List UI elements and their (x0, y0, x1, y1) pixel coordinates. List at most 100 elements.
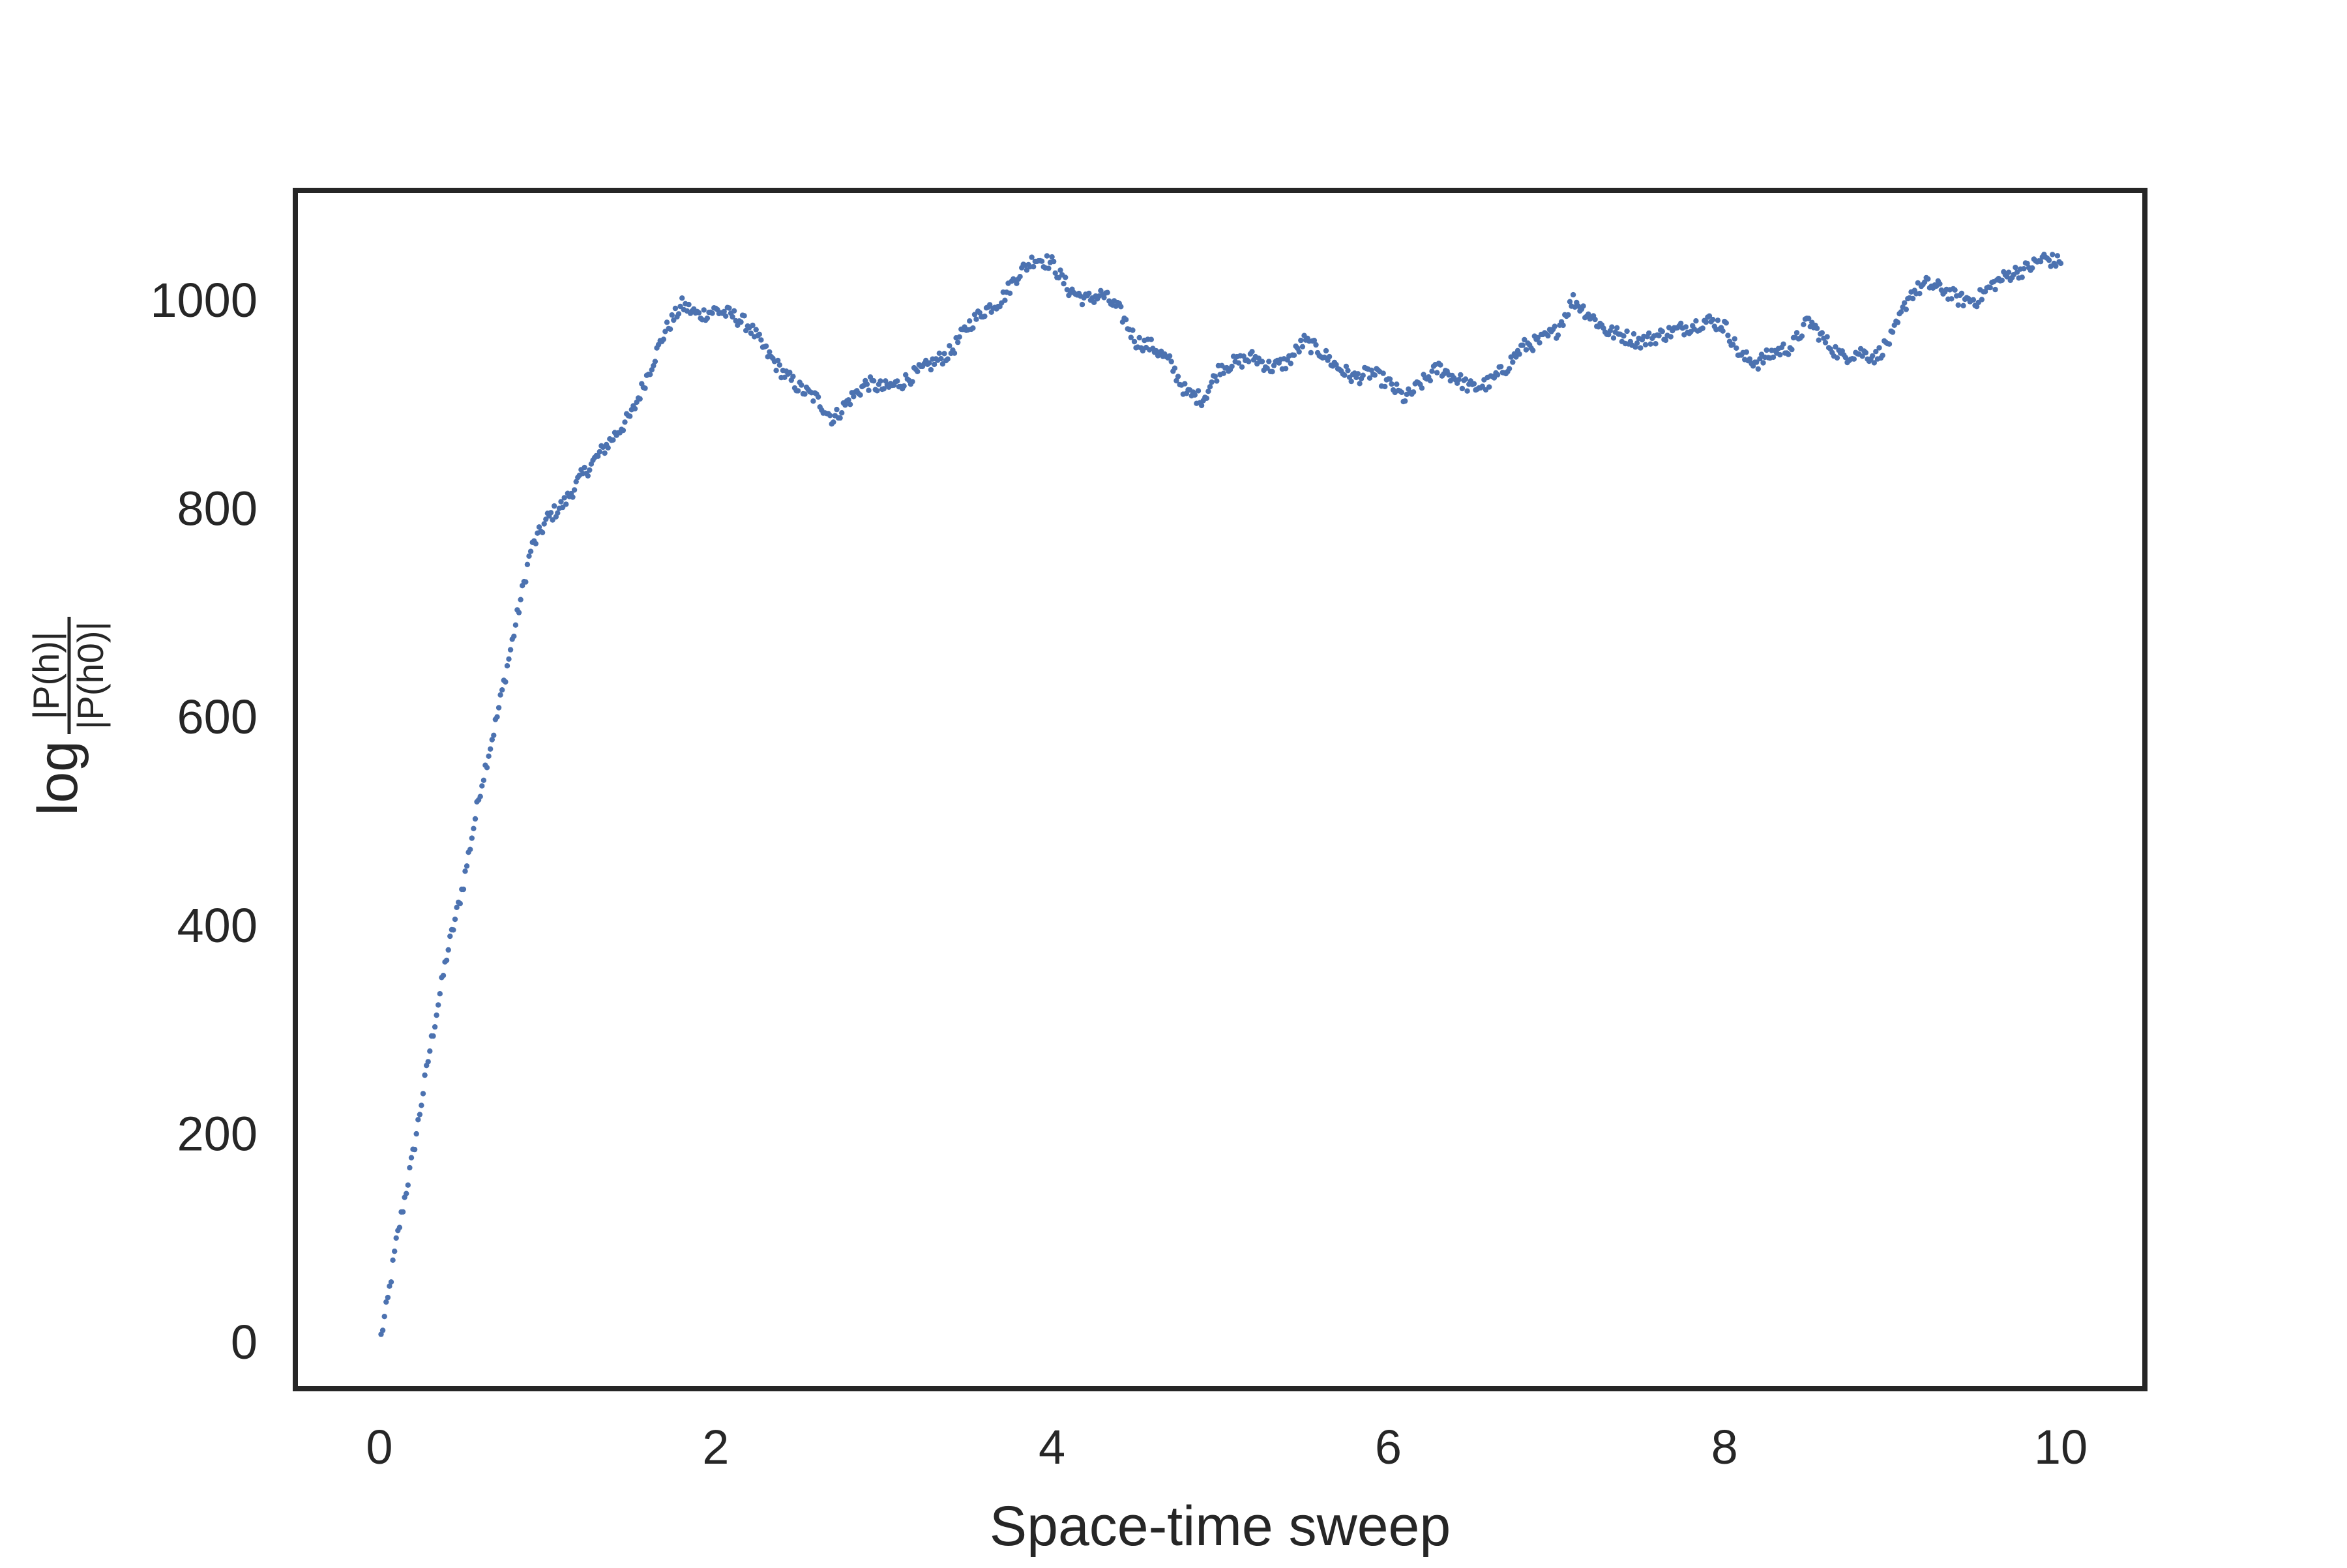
data-point (407, 1164, 413, 1171)
data-point (1760, 360, 1766, 366)
data-point (660, 336, 666, 342)
data-point (1182, 381, 1188, 387)
data-point (1479, 383, 1485, 389)
data-point (390, 1257, 396, 1264)
data-point (563, 501, 569, 507)
data-point (1057, 267, 1063, 273)
data-point (790, 374, 796, 379)
data-point (956, 334, 962, 340)
data-point (1246, 359, 1252, 364)
data-point (430, 1033, 436, 1039)
data-point (1683, 324, 1689, 330)
data-point (1410, 389, 1417, 395)
data-point (878, 378, 883, 384)
data-point (503, 679, 509, 685)
data-point (1992, 286, 1998, 293)
data-point (417, 1112, 423, 1117)
data-point (1592, 316, 1598, 323)
data-point (1128, 334, 1134, 340)
data-point (1952, 287, 1958, 293)
data-point (2021, 266, 2027, 272)
data-point (1646, 330, 1652, 336)
data-point (1987, 284, 1993, 291)
data-point (1880, 352, 1885, 359)
data-point (536, 524, 542, 530)
data-point (479, 783, 485, 789)
data-point (672, 305, 679, 312)
data-point (1851, 356, 1857, 362)
data-point (385, 1294, 391, 1301)
data-point (864, 381, 870, 387)
data-point (437, 991, 443, 997)
data-point (664, 319, 670, 325)
data-point (1153, 348, 1159, 354)
data-point (504, 663, 510, 669)
data-point (405, 1182, 411, 1188)
data-point (1357, 381, 1363, 387)
data-point (1522, 336, 1528, 343)
data-point (1220, 370, 1226, 376)
data-point (527, 548, 534, 554)
data-point (1819, 330, 1825, 336)
data-point (1049, 254, 1055, 260)
data-point (387, 1283, 392, 1289)
data-point (842, 402, 848, 408)
data-point (909, 379, 915, 385)
data-point (620, 427, 627, 434)
data-point (1419, 385, 1425, 391)
data-point (1323, 348, 1329, 354)
data-point (1910, 295, 1916, 302)
x-axis-ticks: 0 2 4 6 8 10 (366, 1420, 2088, 1474)
data-point (741, 313, 747, 319)
data-point (457, 900, 463, 907)
data-point (2024, 260, 2030, 267)
data-point (1659, 329, 1665, 334)
data-point (480, 777, 487, 784)
data-point (1770, 354, 1777, 361)
data-point (915, 368, 921, 374)
x-axis-label: Space-time sweep (990, 1495, 1451, 1558)
data-point (756, 331, 763, 337)
data-point (400, 1209, 406, 1215)
data-point (488, 746, 494, 752)
data-point (1205, 389, 1211, 394)
data-point (1269, 368, 1275, 375)
data-point (971, 312, 978, 318)
data-point (1046, 265, 1052, 271)
data-point (1494, 372, 1501, 377)
data-point (1166, 353, 1173, 359)
data-point (1631, 331, 1637, 337)
data-point (799, 382, 804, 388)
data-point (1024, 267, 1030, 273)
data-point (775, 357, 781, 364)
data-point (1647, 341, 1653, 347)
data-point (484, 765, 490, 771)
data-point (1192, 392, 1198, 398)
data-point (1079, 301, 1085, 308)
data-point (452, 916, 458, 923)
data-point (815, 394, 821, 400)
data-point (847, 402, 853, 407)
data-point (748, 330, 754, 336)
data-point (973, 316, 979, 322)
y-axis-label: log |P(h)| |P(h0)| (25, 617, 111, 816)
data-point (1516, 351, 1522, 357)
data-point (1871, 360, 1877, 366)
data-point (486, 753, 492, 760)
data-point (1427, 377, 1434, 383)
data-point (495, 705, 502, 711)
data-point (679, 295, 685, 301)
y-axis-label-prefix: log (27, 741, 89, 816)
data-point (1510, 359, 1516, 365)
data-point (1459, 385, 1466, 392)
data-point (411, 1146, 418, 1153)
data-point (987, 302, 993, 308)
data-points-layer (378, 252, 2064, 1337)
data-point (1299, 344, 1306, 349)
data-point (1291, 352, 1297, 358)
data-point (472, 816, 479, 822)
data-point (1834, 355, 1840, 361)
data-point (597, 449, 602, 455)
data-point (827, 413, 833, 419)
data-point (1653, 341, 1659, 347)
